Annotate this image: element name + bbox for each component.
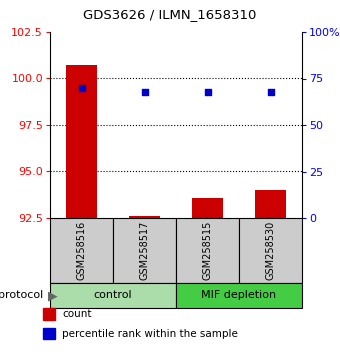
- Text: GSM258516: GSM258516: [76, 221, 86, 280]
- Point: [79, 85, 84, 91]
- Bar: [43, 308, 55, 320]
- Point: [205, 89, 210, 95]
- Bar: [50, 283, 176, 308]
- Text: MIF depletion: MIF depletion: [201, 291, 276, 301]
- Text: count: count: [62, 309, 91, 319]
- Text: GSM258515: GSM258515: [203, 221, 212, 280]
- Text: protocol: protocol: [0, 291, 43, 301]
- Text: control: control: [94, 291, 132, 301]
- Bar: [113, 218, 176, 283]
- Bar: [176, 283, 302, 308]
- Text: GSM258530: GSM258530: [266, 221, 275, 280]
- Bar: [255, 190, 286, 218]
- Text: GSM258517: GSM258517: [139, 221, 150, 280]
- Text: ▶: ▶: [48, 289, 58, 302]
- Bar: [176, 218, 239, 283]
- Bar: [239, 218, 302, 283]
- Text: GDS3626 / ILMN_1658310: GDS3626 / ILMN_1658310: [83, 8, 257, 21]
- Bar: [192, 199, 223, 218]
- Bar: [43, 328, 55, 339]
- Bar: [50, 218, 113, 283]
- Text: percentile rank within the sample: percentile rank within the sample: [62, 329, 238, 338]
- Point: [142, 89, 147, 95]
- Bar: [129, 216, 160, 218]
- Bar: [66, 64, 97, 218]
- Point: [268, 89, 273, 95]
